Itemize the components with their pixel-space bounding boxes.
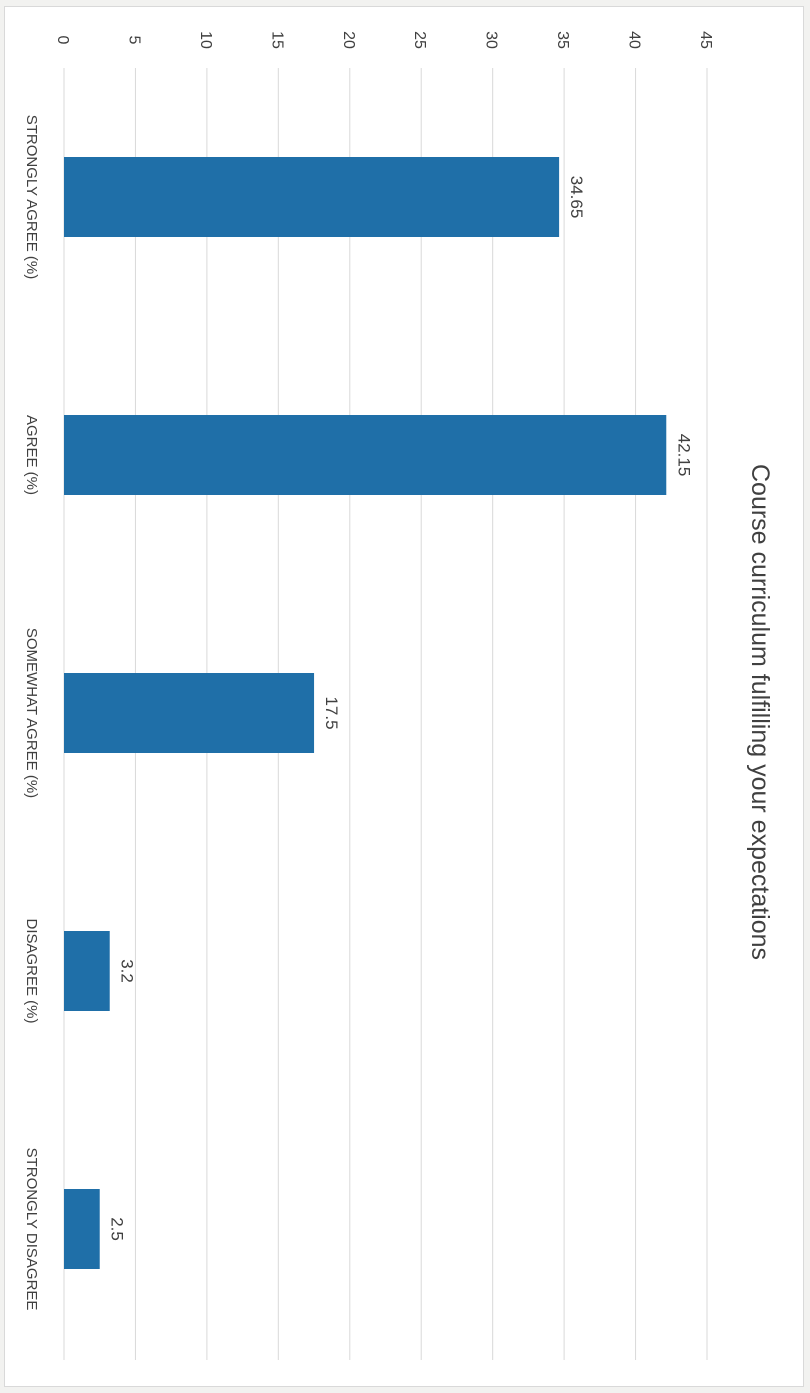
data-label: 34.65 [567, 176, 586, 219]
category-label: STRONGLY DISAGREE [23, 1148, 40, 1311]
data-labels: 34.65 42.15 17.5 3.2 2.5 [108, 176, 694, 1241]
value-tick-label: 5 [125, 36, 142, 45]
value-tick-label: 40 [626, 31, 643, 49]
category-axis-labels: STRONGLY AGREE (%) AGREE (%) SOMEWHAT AGRE… [23, 115, 40, 1311]
value-axis-ticks: 0 5 10 15 20 25 30 35 40 45 [54, 31, 714, 49]
bar-0 [64, 157, 560, 237]
value-tick-label: 35 [554, 31, 571, 49]
gridlines [63, 68, 708, 1360]
category-label: SOMEWHAT AGREE (%) [23, 628, 40, 798]
value-tick-label: 10 [197, 31, 214, 49]
bars [64, 157, 667, 1269]
chart-title: Course curriculum fulfilling your expect… [746, 464, 774, 960]
bar-3 [64, 931, 110, 1011]
data-label: 3.2 [118, 959, 137, 983]
value-tick-label: 0 [54, 36, 71, 45]
value-tick-label: 15 [268, 31, 285, 49]
value-tick-label: 30 [483, 31, 500, 49]
data-label: 42.15 [674, 434, 693, 477]
value-tick-label: 25 [411, 31, 428, 49]
bar-1 [64, 415, 667, 495]
data-label: 2.5 [108, 1217, 127, 1241]
category-label: AGREE (%) [23, 415, 40, 495]
value-tick-label: 45 [697, 31, 714, 49]
bar-4 [64, 1189, 100, 1269]
category-label: STRONGLY AGREE (%) [23, 115, 40, 279]
category-label: DISAGREE (%) [23, 918, 40, 1023]
data-label: 17.5 [322, 696, 341, 729]
value-tick-label: 20 [340, 31, 357, 49]
bar-2 [64, 673, 315, 753]
